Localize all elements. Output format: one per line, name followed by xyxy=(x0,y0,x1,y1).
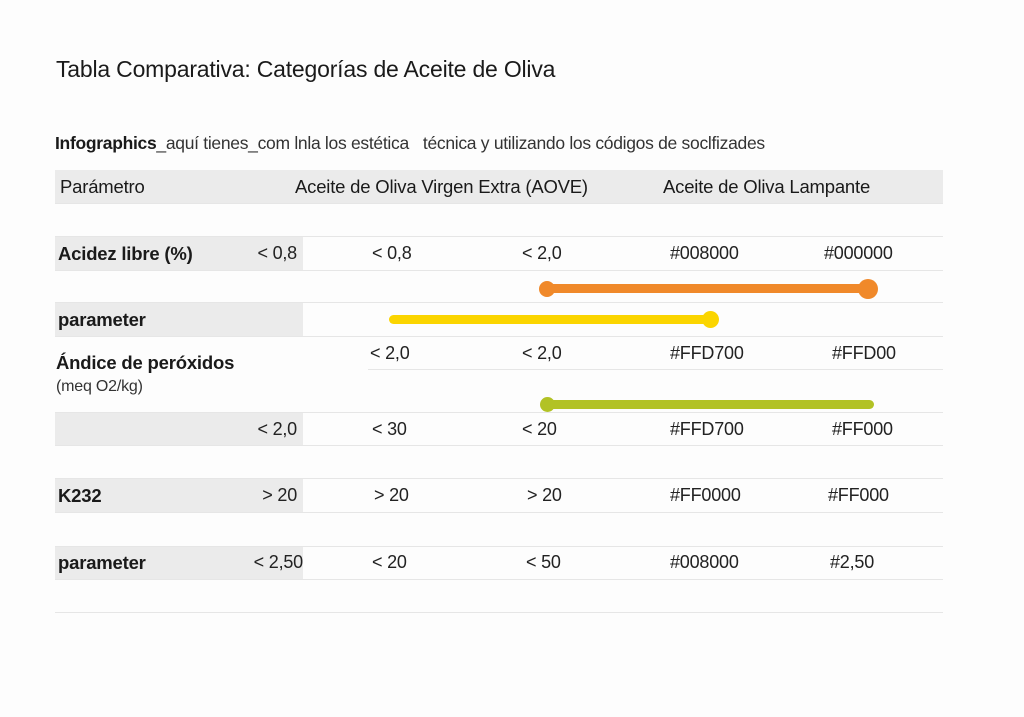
page-title: Tabla Comparativa: Categorías de Aceite … xyxy=(56,56,556,82)
row-label-band xyxy=(55,237,303,270)
header-aove: Aceite de Oliva Virgen Extra (AOVE) xyxy=(295,176,588,197)
cell-lampante-b: #FF000 xyxy=(828,485,889,505)
cell-lampante-a: #FFD700 xyxy=(670,419,744,439)
subtitle-part-1: _aquí tienes_com lnla los estética xyxy=(156,133,409,153)
cell-lampante-a: #FFD700 xyxy=(670,343,744,363)
divider xyxy=(55,302,943,303)
subtitle-bold: Infographics xyxy=(55,133,157,153)
subtitle: Infographics_aquí tienes_com lnla los es… xyxy=(55,133,765,154)
orange-range-start-dot xyxy=(539,281,555,297)
cell-lampante-a: #FF0000 xyxy=(670,485,741,505)
row-label-band xyxy=(55,479,303,512)
green-range-start-dot xyxy=(540,397,555,412)
orange-range-end-dot xyxy=(858,279,878,299)
cell-lampante-b: #000000 xyxy=(824,243,893,263)
cell-aove-a: < 20 xyxy=(372,552,407,572)
row-label: parameter xyxy=(58,309,146,330)
cell-lampante-b: #FF000 xyxy=(832,419,893,439)
row-label: Acidez libre (%) xyxy=(58,243,193,264)
row-label-band xyxy=(55,413,303,445)
divider xyxy=(55,236,943,237)
row-limit: < 0,8 xyxy=(257,243,297,263)
divider xyxy=(55,445,943,446)
cell-aove-a: > 20 xyxy=(374,485,409,505)
row-label: Ándice de peróxidos xyxy=(56,352,235,373)
row-unit: (meq O2/kg) xyxy=(56,378,143,395)
divider xyxy=(55,203,943,204)
cell-aove-b: < 20 xyxy=(522,419,557,439)
cell-lampante-b: #FFD00 xyxy=(832,343,896,363)
header-lampante: Aceite de Oliva Lampante xyxy=(663,176,871,197)
orange-range-bar xyxy=(547,284,868,293)
green-range-bar xyxy=(547,400,874,409)
cell-aove-b: > 20 xyxy=(527,485,562,505)
row-label: parameter xyxy=(58,552,146,573)
row-limit: < 2,0 xyxy=(257,419,297,439)
header-parameter: Parámetro xyxy=(60,176,145,197)
header-band xyxy=(55,170,943,203)
divider xyxy=(55,412,943,413)
divider xyxy=(368,369,943,370)
divider xyxy=(55,512,943,513)
cell-aove-b: < 50 xyxy=(526,552,561,572)
row-label-band xyxy=(55,303,303,336)
cell-lampante-a: #008000 xyxy=(670,243,739,263)
divider xyxy=(55,270,943,271)
divider xyxy=(55,336,943,337)
cell-aove-a: < 0,8 xyxy=(372,243,412,263)
cell-lampante-b: #2,50 xyxy=(830,552,875,572)
yellow-range-bar xyxy=(389,315,712,324)
divider xyxy=(55,579,943,580)
yellow-range-end-dot xyxy=(702,311,719,328)
cell-aove-b: < 2,0 xyxy=(522,243,562,263)
divider xyxy=(55,546,943,547)
row-label: K232 xyxy=(58,485,102,506)
row-limit: < 2,50 xyxy=(253,552,304,572)
subtitle-part-2: técnica y utilizando los códigos de socl… xyxy=(422,133,765,153)
cell-aove-a: < 30 xyxy=(372,419,407,439)
divider xyxy=(55,478,943,479)
cell-aove-b: < 2,0 xyxy=(522,343,562,363)
cell-lampante-a: #008000 xyxy=(670,552,739,572)
divider xyxy=(55,612,943,613)
row-label-band xyxy=(55,547,303,579)
row-limit: > 20 xyxy=(262,485,297,505)
cell-aove-a: < 2,0 xyxy=(370,343,410,363)
